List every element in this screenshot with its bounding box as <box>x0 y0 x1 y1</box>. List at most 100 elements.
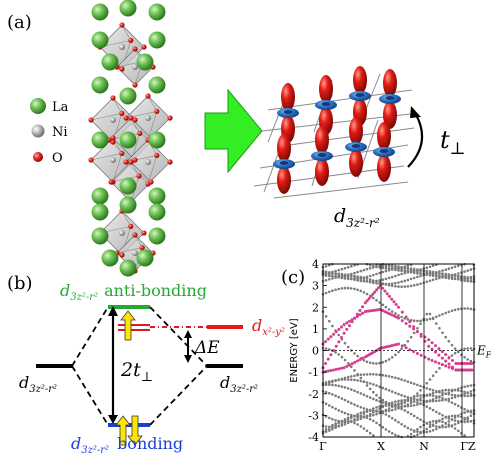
highlight-band-point <box>415 330 419 334</box>
band-point <box>353 369 356 372</box>
y-tick-label: 3 <box>312 280 319 293</box>
la-atom-icon <box>30 98 46 114</box>
band-point <box>428 430 432 433</box>
o-atom <box>128 115 134 121</box>
highlight-band-point <box>326 357 330 361</box>
band-point <box>409 428 413 431</box>
band-point <box>469 390 473 393</box>
band-point <box>469 280 473 283</box>
orbital-lobe-bottom <box>383 101 397 129</box>
band-point <box>438 272 441 275</box>
orbital-lobe-bottom <box>315 158 329 186</box>
o-atom <box>119 110 125 116</box>
band-point <box>346 413 350 416</box>
band-point <box>334 272 337 276</box>
band-point <box>372 296 375 300</box>
o-atom <box>136 173 142 179</box>
band-point <box>334 407 337 411</box>
band-point <box>397 273 400 277</box>
band-point <box>394 400 397 404</box>
band-point <box>375 393 378 397</box>
band-point <box>343 422 347 426</box>
band-point <box>328 391 331 395</box>
band-point <box>444 274 448 278</box>
t-perp-label: t⊥ <box>440 126 466 159</box>
band-point <box>378 271 381 275</box>
band-point <box>469 392 473 396</box>
band-point <box>346 400 350 404</box>
band-point <box>337 353 341 356</box>
band-point <box>466 307 470 310</box>
band-point <box>356 270 359 274</box>
o-atom <box>141 230 147 236</box>
band-point <box>425 400 429 404</box>
band-point <box>340 274 344 278</box>
la-atom <box>119 177 137 195</box>
band-point <box>394 433 397 437</box>
highlight-band-point <box>350 362 354 366</box>
highlight-band-point <box>345 327 349 331</box>
band-point <box>340 287 344 290</box>
band-point <box>368 417 372 421</box>
band-point <box>463 356 466 359</box>
band-point <box>368 278 372 281</box>
band-point <box>450 277 454 281</box>
band-point <box>350 415 353 419</box>
band-point <box>381 270 385 274</box>
band-point <box>331 427 334 431</box>
band-point <box>350 365 353 369</box>
band-point <box>387 358 391 361</box>
legend-la-label: La <box>52 100 69 115</box>
band-point <box>359 392 363 395</box>
band-point <box>353 277 356 281</box>
y-tick-label: 4 <box>312 258 319 271</box>
highlight-band-point <box>373 290 377 294</box>
band-point <box>362 280 366 283</box>
band-point <box>331 270 334 274</box>
band-point <box>350 375 353 378</box>
band-point <box>375 421 378 425</box>
highlight-band-point <box>440 363 444 367</box>
highlight-band-point <box>340 325 343 329</box>
band-point <box>463 390 466 394</box>
band-point <box>447 423 451 426</box>
band-point <box>362 268 366 272</box>
panel-a-label: (a) <box>7 12 32 33</box>
highlight-band-point <box>458 368 462 372</box>
band-point <box>334 422 337 425</box>
o-atom <box>119 22 125 28</box>
band-point <box>378 410 381 414</box>
band-point <box>428 272 432 275</box>
band-point <box>428 425 432 429</box>
band-point <box>346 375 350 379</box>
band-point <box>419 274 422 278</box>
band-point <box>409 269 413 273</box>
band-point <box>324 264 328 268</box>
orbital-torus-hole <box>355 93 365 97</box>
panel-c-label: (c) <box>281 267 305 288</box>
band-point <box>365 292 369 296</box>
band-point <box>431 429 435 432</box>
band-point <box>337 409 341 412</box>
band-point <box>394 376 397 380</box>
band-point <box>428 393 432 397</box>
o-atom <box>128 159 134 165</box>
band-point <box>428 312 432 316</box>
highlight-band-point <box>353 360 357 364</box>
highlight-band-point <box>361 356 365 360</box>
band-point <box>438 412 441 415</box>
orbital-label: d3z²-r² <box>334 205 380 230</box>
band-point <box>390 375 394 379</box>
band-point <box>419 282 422 286</box>
band-point <box>428 423 432 426</box>
highlight-band-point <box>350 318 354 322</box>
band-point <box>334 275 337 278</box>
orbital-torus-hole <box>283 110 293 114</box>
y-tick-label: -4 <box>308 431 319 444</box>
band-point <box>334 419 337 422</box>
highlight-band-point <box>324 370 328 374</box>
band-point <box>397 420 400 424</box>
two-t-arrowhead-up-icon <box>108 306 118 316</box>
y-tick-label: -1 <box>308 366 319 379</box>
highlight-band-point <box>355 314 359 318</box>
